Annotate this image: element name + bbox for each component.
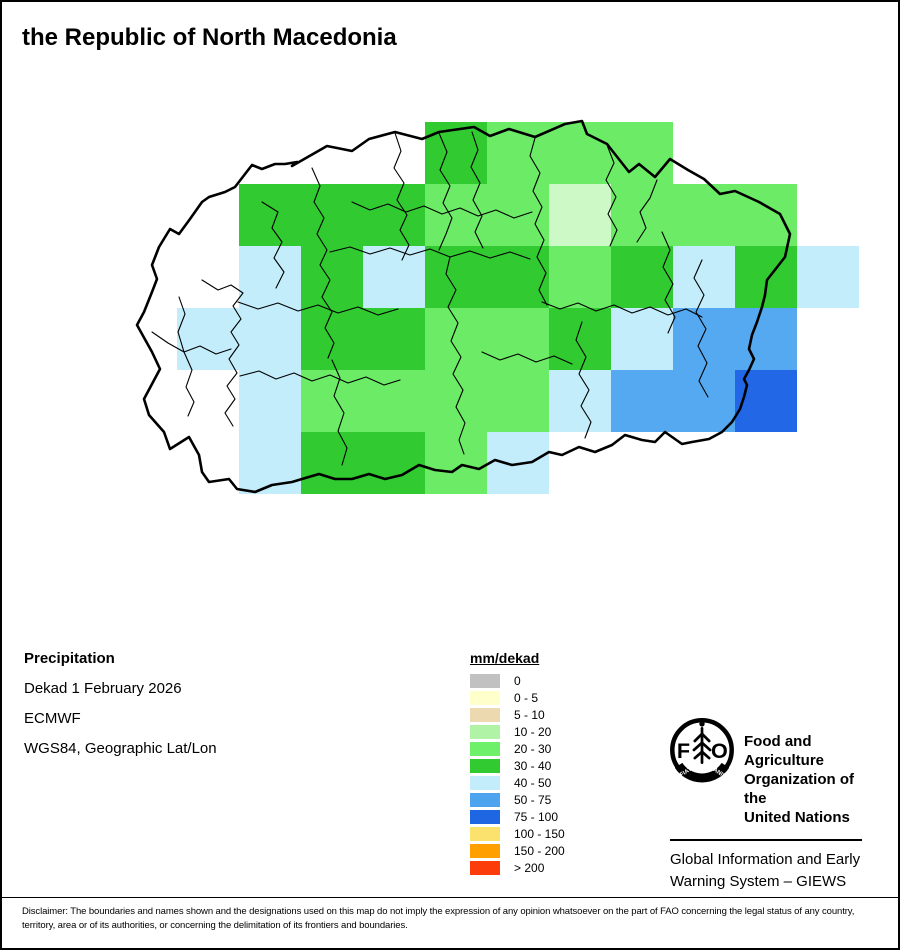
grid-cell — [735, 246, 797, 308]
admin-boundaries — [151, 131, 709, 466]
legend-label: > 200 — [514, 860, 545, 875]
grid-cell — [425, 122, 487, 184]
legend-item: 5 - 10 — [470, 706, 565, 723]
grid-cell — [425, 432, 487, 494]
svg-text:O: O — [711, 738, 728, 763]
page-title: the Republic of North Macedonia — [22, 24, 397, 51]
legend-item: 50 - 75 — [470, 791, 565, 808]
grid-cell — [797, 246, 859, 308]
legend-swatch — [470, 707, 500, 722]
giews-name: Global Information and Early Warning Sys… — [670, 851, 861, 890]
precipitation-map — [135, 119, 859, 494]
grid-cell — [735, 184, 797, 246]
grid-cell — [363, 308, 425, 370]
legend-label: 0 — [514, 673, 521, 688]
grid-cell — [239, 184, 301, 246]
grid-cell — [301, 246, 363, 308]
grid-cell — [301, 432, 363, 494]
legend-item: 10 - 20 — [470, 723, 565, 740]
legend-item: 0 — [470, 672, 565, 689]
info-source: ECMWF — [24, 710, 81, 727]
grid-cell — [611, 370, 673, 432]
legend-label: 20 - 30 — [514, 741, 552, 756]
legend-label: 5 - 10 — [514, 707, 545, 722]
grid-cell — [673, 308, 735, 370]
grid-cell — [425, 308, 487, 370]
fao-separator — [670, 839, 862, 841]
disclaimer-separator — [2, 897, 898, 898]
legend-swatch — [470, 758, 500, 773]
grid-cell — [363, 184, 425, 246]
grid-cell — [549, 370, 611, 432]
precipitation-grid — [177, 122, 859, 494]
grid-cell — [673, 370, 735, 432]
legend-item: 150 - 200 — [470, 842, 565, 859]
legend-label: 30 - 40 — [514, 758, 552, 773]
grid-cell — [363, 246, 425, 308]
legend-item: 20 - 30 — [470, 740, 565, 757]
legend-item: 0 - 5 — [470, 689, 565, 706]
map-info-block: Precipitation Dekad 1 February 2026 ECMW… — [24, 650, 217, 770]
legend-items: 0 0 - 5 5 - 10 10 - 20 20 - 30 30 - 40 40 - 50… — [470, 672, 565, 876]
grid-cell — [611, 184, 673, 246]
legend-label: 100 - 150 — [514, 826, 565, 841]
legend-item: 30 - 40 — [470, 757, 565, 774]
disclaimer-text: Disclaimer: The boundaries and names sho… — [22, 906, 855, 931]
wheat-icon — [692, 727, 712, 764]
info-projection: WGS84, Geographic Lat/Lon — [24, 740, 217, 757]
legend-title: mm/dekad — [470, 650, 540, 666]
fao-org-name: Food and Agriculture Organization of the… — [744, 733, 854, 826]
legend-item: 75 - 100 — [470, 808, 565, 825]
grid-cell — [239, 308, 301, 370]
grid-cell — [301, 184, 363, 246]
grid-cell — [425, 370, 487, 432]
grid-cell — [363, 432, 425, 494]
grid-cell — [549, 184, 611, 246]
grid-cell — [425, 246, 487, 308]
legend-swatch — [470, 741, 500, 756]
legend-swatch — [470, 826, 500, 841]
legend-label: 10 - 20 — [514, 724, 552, 739]
legend-label: 150 - 200 — [514, 843, 565, 858]
legend-label: 50 - 75 — [514, 792, 552, 807]
legend-label: 0 - 5 — [514, 690, 539, 705]
info-period: Dekad 1 February 2026 — [24, 680, 182, 697]
fao-logo-icon: F O FIAT PANIS — [670, 718, 734, 783]
legend-swatch — [470, 860, 500, 875]
info-product: Precipitation — [24, 650, 115, 667]
legend-swatch — [470, 690, 500, 705]
legend-item: 100 - 150 — [470, 825, 565, 842]
grid-cell — [611, 122, 673, 184]
legend-label: 75 - 100 — [514, 809, 559, 824]
grid-cell — [611, 246, 673, 308]
legend: mm/dekad 0 0 - 5 5 - 10 10 - 20 20 - 30 30 - … — [470, 650, 565, 876]
grid-cell — [487, 184, 549, 246]
legend-swatch — [470, 673, 500, 688]
grid-cell — [549, 122, 611, 184]
grid-cell — [487, 308, 549, 370]
grid-cell — [611, 308, 673, 370]
grid-cell — [673, 246, 735, 308]
legend-swatch — [470, 724, 500, 739]
legend-item: 40 - 50 — [470, 774, 565, 791]
grid-cell — [735, 308, 797, 370]
country-outline — [135, 119, 792, 494]
legend-label: 40 - 50 — [514, 775, 552, 790]
grid-cell — [239, 370, 301, 432]
legend-swatch — [470, 792, 500, 807]
grid-cell — [549, 246, 611, 308]
grid-cell — [301, 370, 363, 432]
fao-block: F O FIAT PANIS Food and Agriculture — [666, 714, 878, 893]
grid-cell — [549, 308, 611, 370]
legend-item: > 200 — [470, 859, 565, 876]
grid-cell — [239, 432, 301, 494]
grid-cell — [239, 246, 301, 308]
grid-cell — [487, 370, 549, 432]
legend-swatch — [470, 775, 500, 790]
legend-swatch — [470, 809, 500, 824]
legend-swatch — [470, 843, 500, 858]
svg-text:F: F — [677, 738, 690, 763]
